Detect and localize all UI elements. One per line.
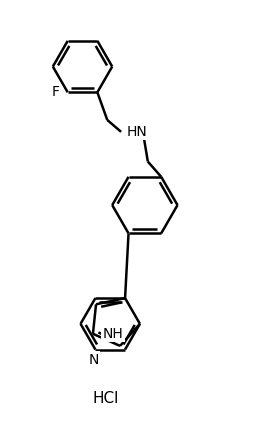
Text: HCl: HCl (92, 390, 119, 406)
Text: F: F (52, 85, 60, 99)
Text: N: N (88, 353, 98, 366)
Text: NH: NH (103, 327, 124, 341)
Text: HN: HN (127, 125, 148, 139)
